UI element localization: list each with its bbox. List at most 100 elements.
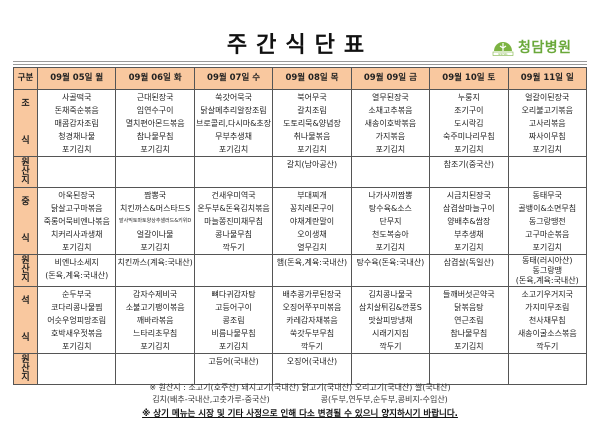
menu-item: 무부추생채 <box>215 132 252 141</box>
day-header: 09월 06일 화 <box>115 67 195 90</box>
page-title: 주간식단표 <box>226 33 374 58</box>
menu-item: 소불고기팽이볶음 <box>125 303 185 312</box>
origin-item: 동태(러시아산) <box>522 256 573 265</box>
menu-item: 죽롱어묵비엔나볶음 <box>43 217 110 226</box>
menu-item: 고등어구이 <box>215 303 252 312</box>
menu-item: 깍두기 <box>300 342 324 351</box>
origin-note-line1: ※ 원산지 : 소고기(호주산) 돼지고기(국내산) 닭고기(국내산) 오리고기… <box>149 383 451 392</box>
menu-item: 임연수구이 <box>136 106 174 115</box>
origin-row: 원 산 지 비엔나소세지 (돈육,계육:국내산) 치킨까스(계육:국내산) 햄(돈육,계육:… <box>13 254 588 287</box>
menu-item: 오징어쭈꾸미볶음 <box>282 303 342 312</box>
menu-item: 오이생채 <box>297 230 327 239</box>
origin-row: 원 산 지 갈치(남아공산) 참조기(중국산) <box>13 156 588 188</box>
hospital-logo: RUSK 청담병원 <box>492 37 572 57</box>
origin-cell <box>507 156 588 188</box>
menu-item: 오리불고기볶음 <box>521 106 574 115</box>
origin-item: (돈육,계육:국내산) <box>515 276 579 285</box>
menu-item: 발사믹토마토양상추샐러드&키위D <box>119 218 192 224</box>
menu-item: 삼겹살마늘구이 <box>443 204 495 213</box>
menu-cell: 북어무국 갈치조림 도토리묵&양념장 취나물볶음 포기김치 <box>272 89 352 157</box>
menu-item: 부대찌개 <box>297 191 327 200</box>
origin-item: 비엔나소세지 <box>54 258 99 267</box>
meal-label-char: 중 <box>21 197 30 207</box>
menu-item: 얼갈이나물 <box>136 230 174 239</box>
menu-cell: 김치콩나물국 삼치살튀김&깐풍S 맛살피망냉채 시래기지짐 깍두기 <box>350 286 431 354</box>
menu-item: 순두부국 <box>61 290 92 299</box>
origin-item: 오징어(국내산) <box>286 357 338 366</box>
menu-item: 포기김치 <box>61 342 92 351</box>
menu-item: 돈채죽순볶음 <box>54 106 99 115</box>
menu-cell: 건새우미역국 온두부&돈육김치볶음 마늘쫑진미채무침 콩나물무침 깍두기 <box>193 187 274 255</box>
meal-row: 조 식 사골떡국 돈채죽순볶음 매콤감자조림 청경채나물 포기김치 근대된장국 임연수구이 멸치편… <box>13 89 588 157</box>
menu-cell: 근대된장국 임연수구이 멸치편아몬드볶음 참나물무침 포기김치 <box>115 89 195 157</box>
menu-item: 콩조림 <box>222 316 245 325</box>
menu-item: 멸치편아몬드볶음 <box>125 119 185 128</box>
menu-item: 짬뽕국 <box>144 191 167 200</box>
menu-item: 시래기지짐 <box>371 329 409 338</box>
menu-item: 브로콜리,다시마&초장 <box>196 119 272 128</box>
menu-item: 포기김치 <box>454 145 484 154</box>
corner-label: 구분 <box>13 67 38 90</box>
menu-item: 깍두기 <box>379 342 402 351</box>
menu-item: 포기김치 <box>140 145 170 154</box>
origin-cell: 햄(돈육,계육:국내산) <box>272 254 352 287</box>
menu-cell: 나가사끼짬뽕 탕수육&소스 단무지 천도복숭아 포기김치 <box>350 187 431 255</box>
origin-cell: 갈치(남아공산) <box>272 156 352 188</box>
menu-item: 포기김치 <box>61 145 92 154</box>
menu-item: 포기김치 <box>140 342 170 351</box>
menu-item: 숙주미나리무침 <box>443 132 495 141</box>
menu-cell: 누룽지 조기구이 도시락김 숙주미나리무침 포기김치 <box>429 89 509 157</box>
menu-item: 마늘쫑진미채무침 <box>204 217 263 226</box>
menu-item: 야채계란말이 <box>289 217 335 226</box>
menu-item: 비름나물무침 <box>211 329 256 338</box>
title-divider <box>13 61 587 65</box>
origin-cell <box>193 156 274 188</box>
menu-item: 도토리묵&양념장 <box>283 119 341 128</box>
menu-item: 매콤감자조림 <box>54 119 99 128</box>
menu-item: 배추콩가루된장국 <box>282 290 342 299</box>
origin-cell: 고등어(국내산) <box>193 353 274 385</box>
hospital-emblem-icon: RUSK <box>492 41 514 56</box>
menu-item: 꽁치레몬구이 <box>289 204 335 213</box>
menu-item: 포기김치 <box>297 145 327 154</box>
menu-item: 동태무국 <box>532 191 562 200</box>
menu-item: 나가사끼짬뽕 <box>368 191 413 200</box>
menu-item: 카레감자채볶음 <box>286 316 338 325</box>
day-header: 09월 08일 목 <box>272 67 352 90</box>
origin-item: 치킨까스(계육:국내산) <box>117 258 193 267</box>
hospital-name: 청담병원 <box>518 40 572 56</box>
menu-item: 얼갈이된장국 <box>525 93 570 102</box>
menu-cell: 아욱된장국 닭살고구마볶음 죽롱어묵비엔나볶음 치커리사과생채 포기김치 <box>36 187 117 255</box>
origin-cell: 비엔나소세지 (돈육,계육:국내산) <box>36 254 117 287</box>
menu-item: 가지미무조림 <box>525 303 570 312</box>
meal-label-char: 조 <box>21 99 30 109</box>
menu-item: 새송이굴소스볶음 <box>517 329 577 338</box>
day-header: 09월 09일 금 <box>350 67 431 90</box>
menu-item: 어슷우엉피망조림 <box>47 316 107 325</box>
menu-item: 포기김치 <box>140 243 170 252</box>
origin-cell <box>350 353 431 385</box>
origin-item: 참조기(중국산) <box>443 160 495 169</box>
menu-item: 깍두기 <box>536 342 559 351</box>
menu-item: 포기김치 <box>532 145 562 154</box>
menu-cell: 들깨버섯곤약국 닭볶음탕 연근조림 참나물무침 포기김치 <box>429 286 509 354</box>
menu-item: 치커리사과생채 <box>50 230 103 239</box>
meal-label-char: 석 <box>21 296 30 306</box>
menu-item: 포기김치 <box>454 342 484 351</box>
menu-item: 조기구이 <box>454 106 484 115</box>
menu-item: 삼치살튀김&깐풍S <box>358 303 422 312</box>
menu-item: 감자수제비국 <box>133 290 178 299</box>
menu-item: 호박새우젓볶음 <box>50 329 103 338</box>
menu-item: 근대된장국 <box>136 93 174 102</box>
menu-cell: 열무된장국 소채고추볶음 새송이호박볶음 가지볶음 포기김치 <box>350 89 431 157</box>
origin-label-char: 산 <box>21 265 30 275</box>
origin-cell <box>36 353 117 385</box>
menu-item: 닭볶음탕 <box>454 303 484 312</box>
menu-cell: 시금치된장국 삼겹살마늘구이 양배추&쌈장 부추생채 포기김치 <box>429 187 509 255</box>
day-header: 09월 10일 토 <box>429 67 509 90</box>
